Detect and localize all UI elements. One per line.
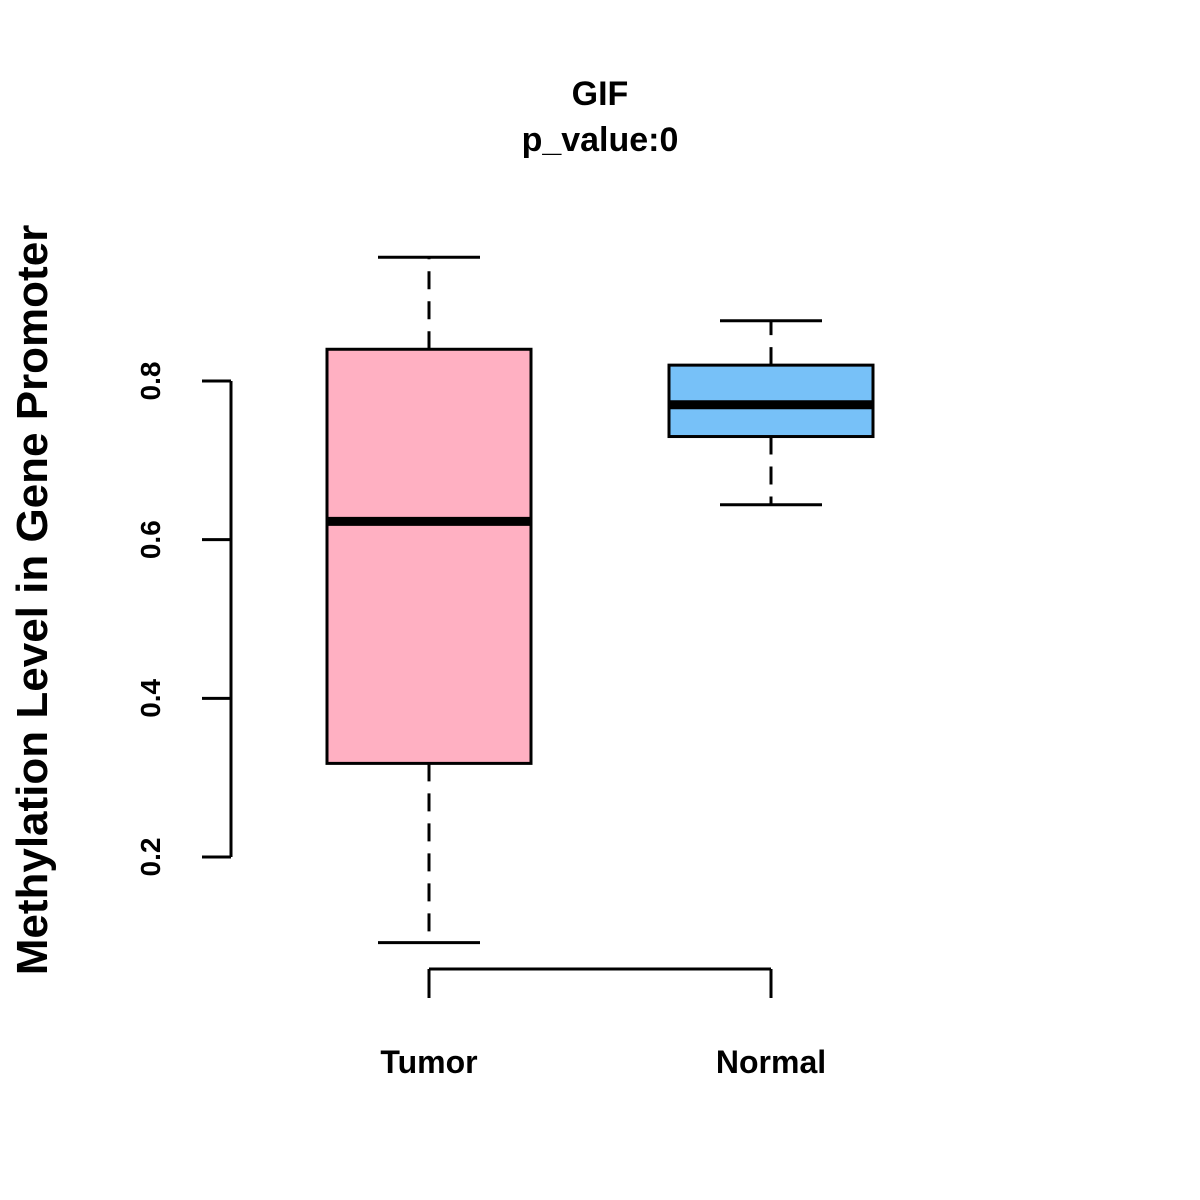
x-tick-label: Tumor [380,1044,477,1080]
y-axis: 0.2 0.4 0.6 0.8 [135,362,233,877]
x-tick-label: Normal [716,1044,826,1080]
x-axis: Tumor Normal [380,967,826,1080]
boxes-group [325,255,875,945]
chart-title: GIF [572,75,629,113]
y-tick-label: 0.8 [135,362,166,401]
y-tick-label: 0.4 [135,678,166,717]
y-axis-label: Methylation Level in Gene Promoter [8,225,57,976]
box-normal [667,319,875,507]
box-rect [325,347,533,765]
y-tick-label: 0.6 [135,520,166,559]
y-tick-label: 0.2 [135,838,166,877]
box-tumor [325,255,533,945]
chart-subtitle: p_value:0 [522,121,679,159]
